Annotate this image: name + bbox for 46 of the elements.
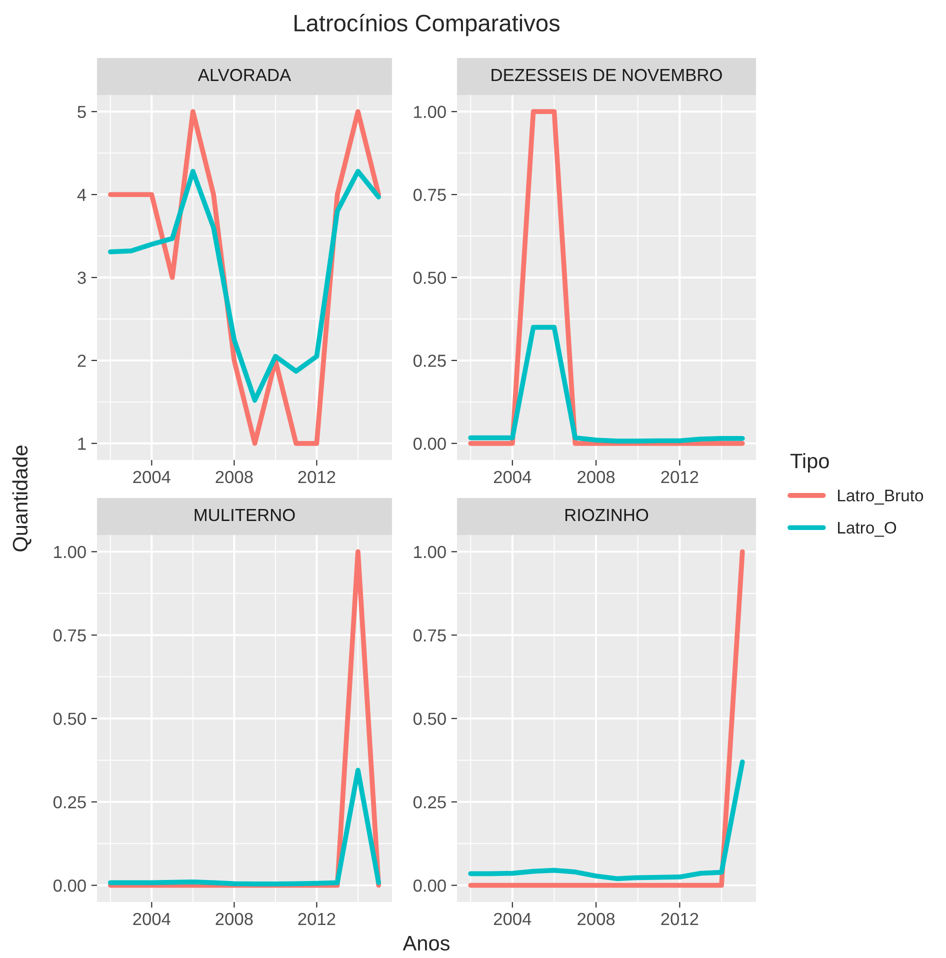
y-tick-label: 0.00 xyxy=(413,438,446,450)
chart-title: ALVORADA xyxy=(198,68,292,82)
y-tick-label: 0.75 xyxy=(53,629,86,642)
y-tick-label: 1 xyxy=(78,438,86,450)
y-tick-label: 3 xyxy=(78,272,86,284)
y-axis-title: Quantidade xyxy=(12,446,32,552)
y-tick-label: 0.25 xyxy=(413,796,446,808)
y-tick-label: 0.75 xyxy=(413,188,446,202)
chart-title: DEZESSEIS DE NOVEMBRO xyxy=(492,68,722,82)
y-tick-label: 0.25 xyxy=(413,354,446,367)
y-tick-label: 0.50 xyxy=(53,712,86,725)
x-tick-label: 2004 xyxy=(494,912,532,926)
x-tick-label: 2008 xyxy=(578,912,615,926)
y-tick-label: 0.00 xyxy=(53,879,86,892)
text: Latrocínios Comparativos xyxy=(294,14,560,36)
x-tick-label: 2012 xyxy=(661,912,698,926)
y-tick-label: 0.50 xyxy=(413,712,446,725)
legend-label: Latro_Bruto xyxy=(838,490,924,505)
x-tick-label: 2008 xyxy=(216,470,253,484)
line-series xyxy=(108,168,382,403)
y-tick-label: 4 xyxy=(77,188,86,201)
y-tick-label: 0.00 xyxy=(413,879,446,892)
x-tick-label: 2008 xyxy=(216,912,253,926)
y-tick-label: 1.00 xyxy=(54,546,86,558)
chart-title: MULITERNO xyxy=(194,508,295,522)
line-series xyxy=(468,324,745,444)
x-tick-label: 2012 xyxy=(661,470,698,484)
chart-title: RIOZINHO xyxy=(565,508,648,522)
y-tick-label: 0.25 xyxy=(53,796,86,808)
line-series xyxy=(468,759,745,882)
x-axis-title: Anos xyxy=(402,936,450,951)
y-tick-label: 2 xyxy=(78,354,86,367)
x-tick-label: 2012 xyxy=(298,912,336,926)
y-tick-label: 0.75 xyxy=(413,629,446,642)
x-tick-label: 2008 xyxy=(578,470,615,484)
legend-label: Latro_O xyxy=(838,522,896,537)
y-tick-label: 1.00 xyxy=(414,546,446,558)
x-tick-label: 2004 xyxy=(133,470,170,484)
legend-title: Tipo xyxy=(790,453,829,473)
y-tick-label: 1.00 xyxy=(414,106,446,118)
x-tick-label: 2004 xyxy=(494,470,532,484)
x-tick-label: 2012 xyxy=(298,470,336,484)
y-tick-label: 5 xyxy=(78,106,86,118)
y-tick-label: 0.50 xyxy=(413,272,446,284)
line-series xyxy=(108,768,382,886)
x-tick-label: 2004 xyxy=(133,912,170,926)
